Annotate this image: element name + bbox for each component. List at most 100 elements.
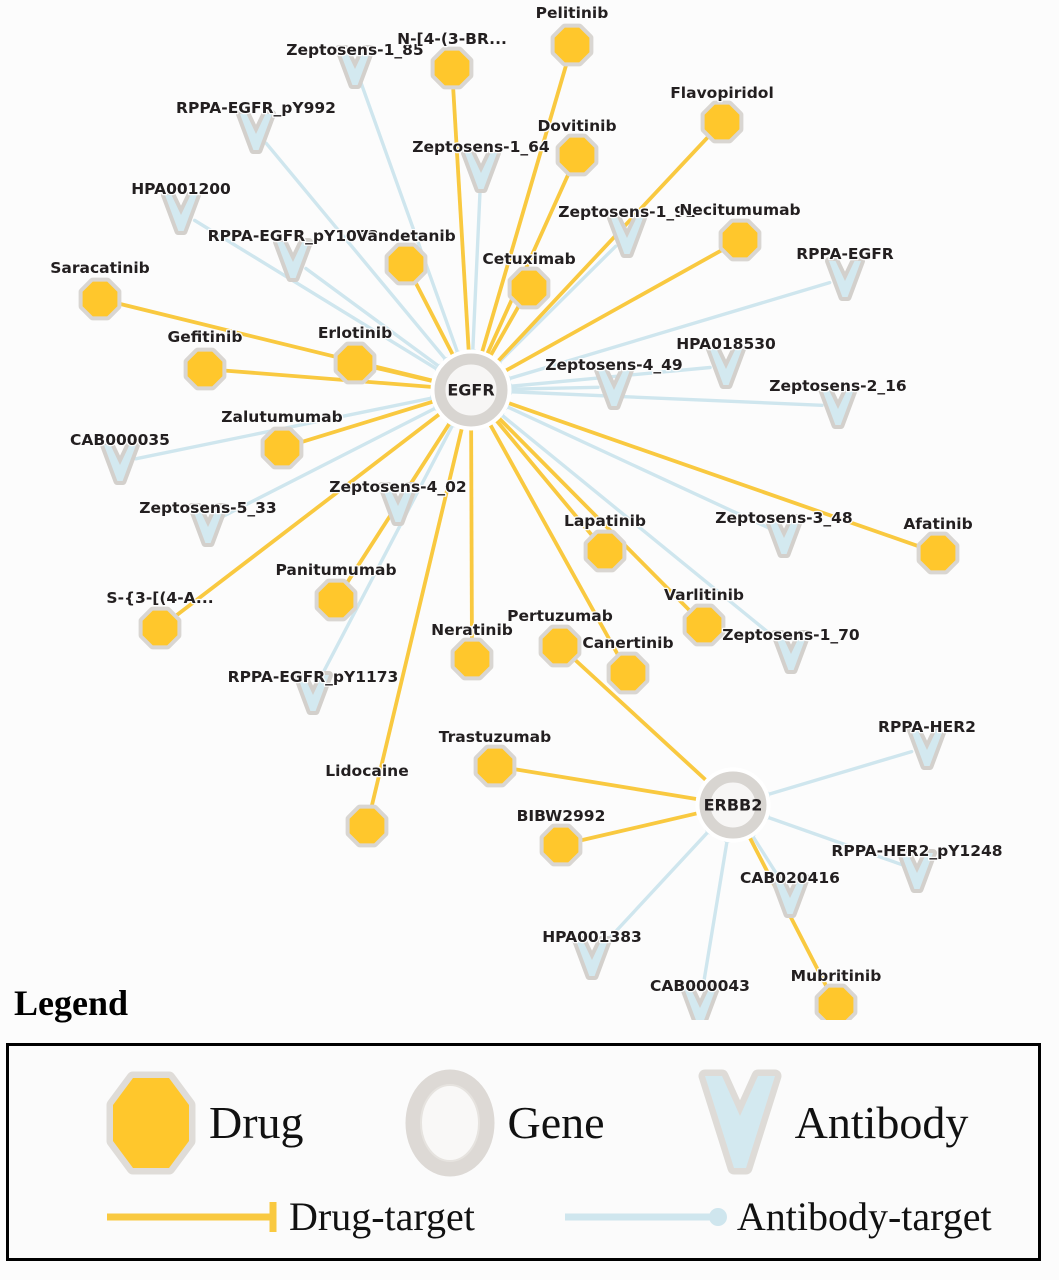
graph-background [0,0,1059,1020]
node-label: RPPA-EGFR_pY1068 [208,227,379,245]
drug-node[interactable] [338,346,373,381]
node-label: Dovitinib [537,117,616,135]
node-label: Zeptosens-2_16 [769,377,906,395]
drug-node[interactable] [83,282,118,317]
drug-target-edge [487,301,523,359]
labels-layer: Zeptosens-1_85 RPPA-EGFR_pY992 Zeptosens-1… [49,3,1004,997]
drug-node[interactable] [455,642,490,677]
node-label: Mubritinib [791,967,882,985]
drug-node-body [82,281,118,317]
node-label: Pertuzumab [507,607,613,625]
node-label: RPPA-HER2_pY1248 [831,842,1002,860]
drug-target-edge [479,60,570,356]
legend-label-antibody: Antibody [794,1097,969,1148]
drug-target-edge [571,656,710,784]
gene-node-label: ERBB2 [704,796,763,815]
node-label: Canertinib [582,634,673,652]
node-label: Gefitinib [168,328,243,346]
gene-node[interactable] [695,767,771,843]
node-label: Flavopiridol [670,84,774,102]
drug-target-edge [502,246,727,374]
drug-node[interactable] [478,749,513,784]
drug-node[interactable] [512,271,547,306]
node-label: Lidocaine [325,762,408,780]
node-label: Zeptosens-1_70 [722,626,860,644]
drug-node-body [187,351,223,387]
node-label: N-[4-(3-BR... [397,30,507,48]
drug-target-edge [577,810,701,843]
drug-node[interactable] [588,534,623,569]
node-label: RPPA-EGFR_pY992 [176,99,336,117]
drug-node[interactable] [435,51,470,86]
drug-node[interactable] [389,247,424,282]
drug-node-body [920,535,956,571]
drug-node-body [587,533,623,569]
legend-item-gene: Gene [404,1068,605,1178]
drug-node[interactable] [555,28,590,63]
drug-target-edge [494,133,712,365]
drug-node[interactable] [723,223,758,258]
antibody-target-edge [318,420,457,680]
drug-node[interactable] [350,809,385,844]
node-label: RPPA-HER2 [878,718,976,736]
drug-node[interactable] [143,611,178,646]
drug-target-edge [172,410,443,620]
node-label: CAB020416 [740,869,840,887]
antibody-target-edge [762,749,914,798]
node-label: Varlitinib [664,586,744,604]
drug-target-edge [484,169,572,358]
nodes-layer [83,28,956,1020]
drug-node[interactable] [687,608,722,643]
drug-icon [106,1071,196,1175]
gene-node-ring [699,771,767,839]
drug-target-edge [495,414,694,615]
node-label: Saracatinib [50,259,150,277]
gene-node-core [446,365,496,415]
node-label: Neratinib [431,621,513,639]
node-label: Cetuximab [482,250,575,268]
node-label: Zeptosens-4_49 [545,356,682,374]
drug-node-body [477,748,513,784]
drug-node-body [610,655,646,691]
node-label: Lapatinib [564,512,646,530]
drug-node[interactable] [265,431,300,466]
drug-target-edge [297,399,437,445]
drug-node[interactable] [921,536,956,571]
drug-target-edge [369,425,465,810]
legend-label-gene: Gene [507,1097,605,1148]
node-label: Trastuzumab [439,728,551,746]
drug-node-body [434,50,470,86]
drug-target-edge [221,368,435,389]
gene-node-core [711,783,755,827]
gene-node[interactable] [430,349,512,431]
drug-node[interactable] [705,105,740,140]
antibody-target-edge [470,184,482,356]
antibody-target-edge [192,218,443,373]
legend-label-antibody-target: Antibody-target [736,1194,992,1239]
drug-node[interactable] [544,828,579,863]
drug-target-edge [511,766,700,802]
antibody-icon [698,1069,782,1175]
antibody-target-edge [494,244,618,367]
drug-node[interactable] [611,656,646,691]
node-label: CAB000035 [70,431,170,449]
antibody-target-edge [497,411,781,643]
antibody-target-edge [220,404,441,519]
node-label: Vandetanib [356,227,456,245]
node-label: HPA001383 [542,928,642,946]
antibody-target-edge [358,79,461,358]
node-label: BIBW2992 [517,807,606,825]
legend-item-drug: Drug [105,1068,304,1178]
drug-node-body [337,345,373,381]
drug-target-edge [371,365,436,384]
drug-node[interactable] [319,583,354,618]
legend-label-drug-target: Drug-target [289,1194,475,1239]
node-label: Zeptosens-4_02 [329,478,466,496]
drug-node[interactable] [543,629,578,664]
drug-node[interactable] [560,138,595,173]
node-label: Pelitinib [536,4,609,22]
node-label: Zeptosens-1_91 [558,203,695,221]
node-label: Zeptosens-1_64 [412,138,550,156]
drug-node[interactable] [188,352,223,387]
node-label: Zeptosens-1_85 [286,41,423,59]
